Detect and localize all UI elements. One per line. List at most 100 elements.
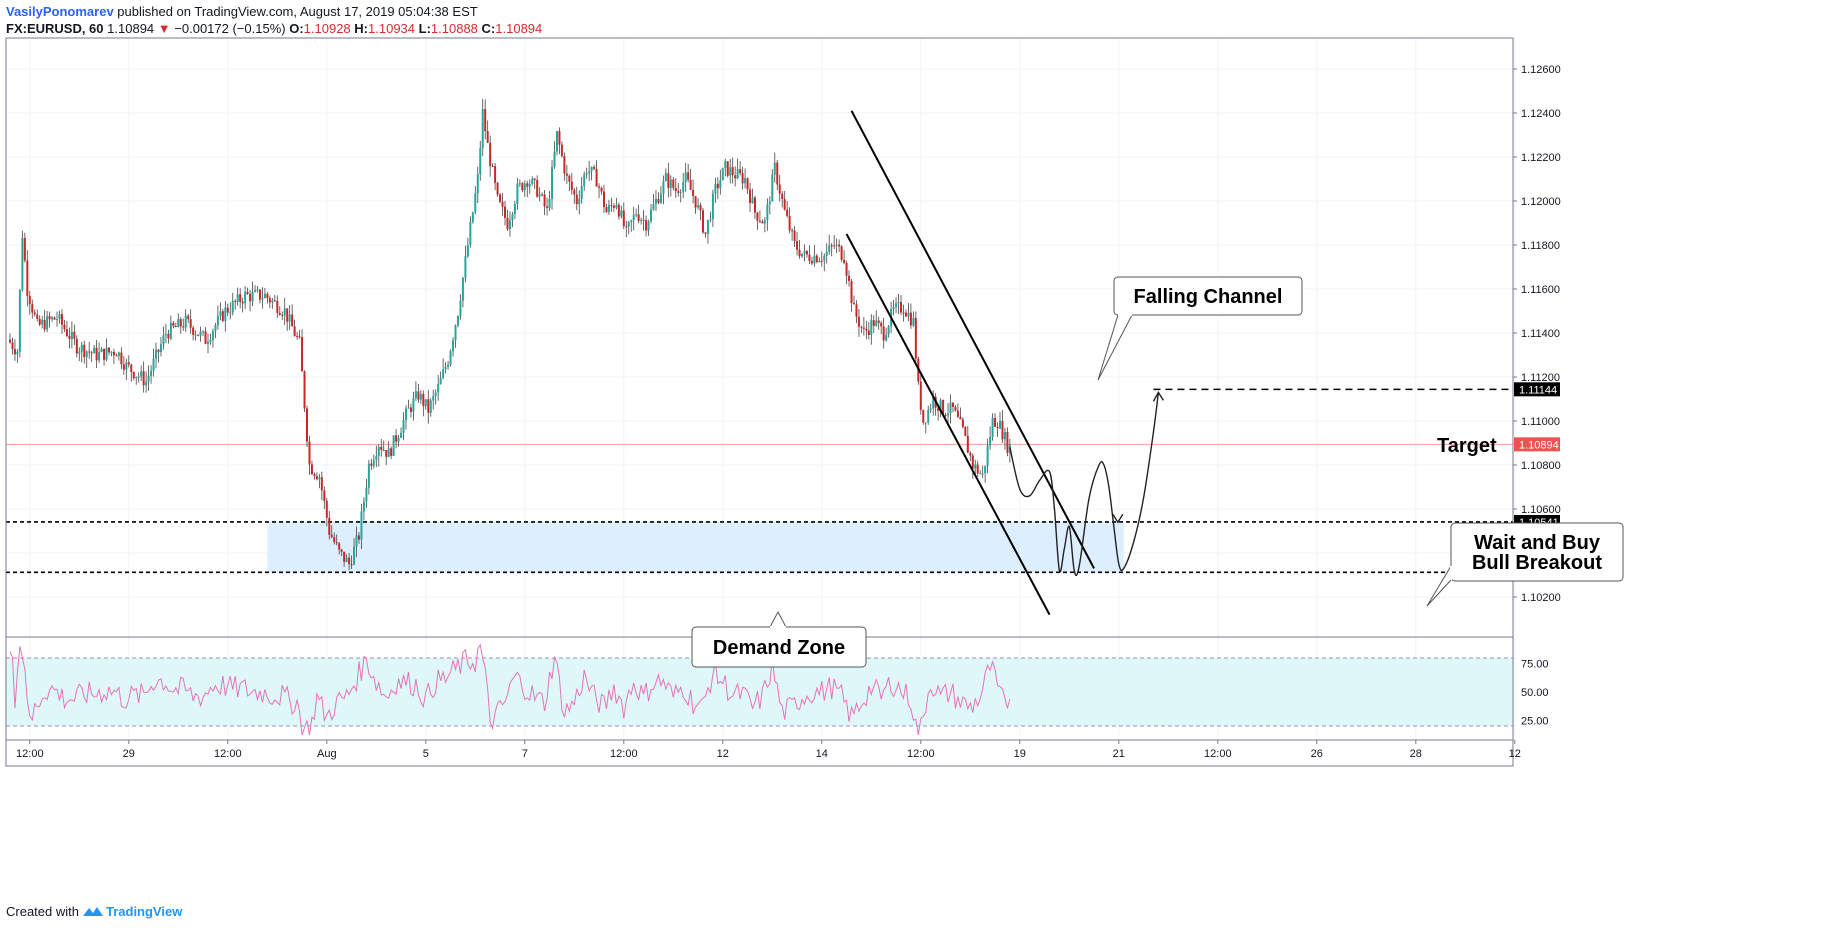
candle-body bbox=[456, 315, 459, 326]
candle-body bbox=[323, 490, 326, 501]
price-label-box bbox=[1514, 382, 1560, 397]
candle-body bbox=[367, 463, 370, 488]
candle-body bbox=[751, 197, 754, 204]
candle-body bbox=[828, 245, 831, 252]
tradingview-link[interactable]: TradingView bbox=[105, 904, 183, 919]
candle-body bbox=[575, 194, 578, 205]
candle-body bbox=[142, 371, 145, 386]
candle-body bbox=[939, 400, 942, 411]
candle-body bbox=[749, 189, 752, 204]
candle-body bbox=[523, 183, 526, 191]
breakout-callout-box bbox=[1450, 522, 1624, 582]
candle-body bbox=[427, 399, 430, 413]
candle-body bbox=[219, 311, 222, 316]
candle-body bbox=[499, 194, 502, 202]
time-axis[interactable]: 12:00 29 12:00 Aug 5 7 12:00 12 14 12:00 19 21 12:00… bbox=[16, 740, 1521, 760]
price-change: −0.00172 (−0.15%) bbox=[174, 21, 286, 36]
candle-body bbox=[98, 351, 101, 361]
candle-body bbox=[687, 172, 690, 180]
candle-body bbox=[922, 409, 925, 423]
time-tick-label: Aug bbox=[317, 748, 337, 760]
candle-body bbox=[959, 416, 962, 420]
candle-body bbox=[659, 193, 662, 203]
candle-body bbox=[637, 214, 640, 221]
candle-body bbox=[486, 131, 489, 143]
candle-body bbox=[711, 193, 714, 219]
candle-body bbox=[937, 407, 940, 411]
candle-body bbox=[256, 289, 259, 291]
candle-body bbox=[642, 219, 645, 221]
candle-body bbox=[521, 183, 524, 191]
candle-body bbox=[739, 169, 742, 174]
candle-body bbox=[501, 201, 504, 207]
candle-body bbox=[58, 314, 61, 319]
candle-body bbox=[803, 250, 806, 254]
candle-body bbox=[843, 259, 846, 263]
candle-body bbox=[949, 402, 952, 414]
candle-body bbox=[174, 326, 177, 328]
candle-body bbox=[476, 174, 479, 194]
candle-body bbox=[810, 260, 813, 264]
candle-body bbox=[293, 326, 296, 336]
candle-body bbox=[357, 535, 360, 540]
candle-body bbox=[424, 399, 427, 407]
candle-body bbox=[125, 362, 128, 370]
candle-body bbox=[669, 179, 672, 188]
candle-body bbox=[555, 131, 558, 152]
price-chart[interactable]: 1.12600 1.12400 1.12200 1.12000 1.11800 1.116… bbox=[0, 0, 1828, 900]
price-label-text: 1.10894 bbox=[1519, 439, 1559, 451]
candle-body bbox=[615, 204, 618, 208]
candle-body bbox=[13, 349, 16, 355]
candle-body bbox=[103, 348, 106, 360]
candle-body bbox=[340, 549, 343, 552]
candle-body bbox=[150, 370, 153, 376]
tradingview-logo-icon bbox=[82, 907, 103, 916]
price-axis[interactable]: 1.12600 1.12400 1.12200 1.12000 1.11800 1.116… bbox=[1513, 64, 1561, 727]
author-link[interactable]: VasilyPonomarev bbox=[6, 4, 114, 19]
candle-body bbox=[885, 334, 888, 341]
candle-body bbox=[348, 557, 351, 565]
candle-body bbox=[11, 342, 14, 350]
candle-body bbox=[177, 319, 180, 328]
candle-body bbox=[184, 315, 187, 328]
candle-body bbox=[984, 465, 987, 474]
price-tick-label: 1.10600 bbox=[1521, 504, 1561, 516]
candle-body bbox=[900, 302, 902, 313]
candle-body bbox=[568, 175, 571, 182]
candle-body bbox=[333, 537, 336, 543]
candle-body bbox=[927, 409, 930, 423]
candle-body bbox=[291, 314, 294, 327]
candle-body bbox=[776, 162, 779, 185]
candle-body bbox=[147, 375, 150, 382]
candle-body bbox=[132, 372, 135, 379]
candle-body bbox=[788, 216, 791, 231]
candle-body bbox=[234, 300, 237, 302]
candle-body bbox=[793, 230, 796, 241]
candle-body bbox=[26, 260, 29, 296]
candle-body bbox=[471, 212, 474, 223]
candle-body bbox=[169, 322, 172, 339]
candle-body bbox=[904, 312, 907, 317]
candle-body bbox=[664, 173, 667, 181]
publish-info: VasilyPonomarev published on TradingView… bbox=[6, 4, 478, 19]
symbol-label[interactable]: FX:EURUSD, 60 bbox=[6, 21, 104, 36]
candle-body bbox=[909, 312, 912, 326]
candle-body bbox=[607, 205, 610, 213]
candle-body bbox=[439, 377, 442, 385]
candle-body bbox=[298, 336, 301, 338]
candle-body bbox=[598, 186, 601, 188]
candle-body bbox=[753, 197, 756, 213]
candle-body bbox=[325, 500, 328, 518]
candle-body bbox=[650, 209, 653, 222]
candle-body bbox=[288, 314, 291, 322]
candle-body bbox=[914, 317, 917, 359]
candle-body bbox=[630, 220, 633, 223]
candle-body bbox=[622, 210, 625, 227]
candle-body bbox=[392, 435, 395, 456]
candle-body bbox=[172, 322, 175, 327]
candle-body bbox=[823, 255, 826, 261]
price-tick-label: 1.10800 bbox=[1521, 460, 1561, 472]
candle-body bbox=[625, 226, 628, 228]
candle-body bbox=[744, 178, 747, 184]
candle-body bbox=[966, 435, 969, 453]
